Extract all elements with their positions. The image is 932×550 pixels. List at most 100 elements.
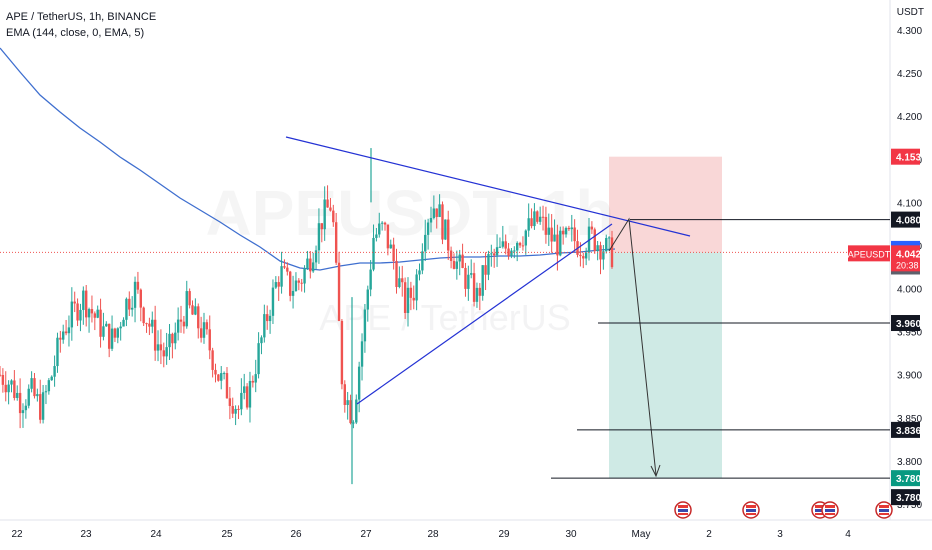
candle (30, 371, 33, 393)
candle (363, 303, 367, 353)
candle-body (263, 314, 266, 338)
candle (372, 224, 375, 272)
candle (113, 327, 117, 343)
candle (13, 370, 16, 401)
candle (156, 330, 160, 362)
candle (467, 265, 470, 301)
candle-body (366, 289, 369, 310)
candle (79, 303, 82, 332)
event-flag-icon[interactable] (875, 501, 893, 519)
indicator-title[interactable]: EMA (144, close, 0, EMA, 5) (6, 27, 145, 39)
flag-stripe (879, 513, 889, 515)
candle-body (472, 273, 476, 302)
candle-body (288, 271, 292, 296)
candle-body (197, 306, 200, 329)
candle-body (251, 380, 255, 383)
candle-body (398, 278, 401, 287)
candle-body (559, 230, 562, 256)
candle-body (16, 392, 19, 398)
candle (332, 204, 335, 227)
candle-body (47, 380, 51, 392)
candle-body (130, 307, 134, 310)
candle (36, 388, 39, 402)
candle-body (82, 290, 85, 310)
event-flag-icon[interactable] (742, 501, 760, 519)
candle-body (424, 234, 427, 252)
candle (228, 386, 232, 420)
candle-body (102, 326, 105, 337)
candle-body (357, 366, 361, 400)
candle-body (231, 405, 234, 414)
candle-body (518, 242, 522, 246)
candle-body (579, 254, 582, 257)
candle-body (297, 280, 301, 283)
event-flag-icon[interactable] (821, 501, 839, 519)
candle-body (602, 251, 605, 260)
candle (521, 236, 525, 251)
candle (484, 252, 487, 291)
candle-body (360, 341, 364, 367)
candle-body (4, 384, 7, 393)
candle (424, 219, 427, 262)
candle-body (90, 309, 94, 314)
candle-body (401, 278, 404, 283)
flag-stripe (746, 505, 756, 508)
candle-body (67, 327, 71, 334)
candle-body (320, 223, 324, 230)
candle-body (260, 337, 263, 344)
price-tick: 4.000 (897, 285, 922, 296)
candle (567, 225, 571, 231)
candle-body (530, 218, 533, 227)
candle-body (389, 244, 392, 249)
candle (547, 213, 550, 247)
candle (326, 185, 329, 208)
candle (202, 312, 206, 344)
candle-body (30, 378, 33, 389)
candle (148, 317, 151, 336)
candle (481, 265, 484, 301)
candle-body (188, 291, 191, 306)
candle (179, 305, 183, 333)
candle (429, 206, 433, 233)
candle (107, 323, 111, 358)
candle (159, 329, 163, 365)
price-label-text: 3.780 (896, 474, 921, 485)
candle (444, 219, 447, 240)
candle (240, 378, 243, 416)
flag-stripe (678, 513, 688, 515)
candle-body (257, 343, 260, 375)
candle-body (510, 250, 513, 256)
candle (518, 241, 522, 248)
price-label-line (891, 489, 920, 506)
flag-stripe (879, 505, 889, 508)
candle-body (87, 309, 91, 318)
candle (300, 278, 303, 292)
candle (7, 380, 10, 405)
candle (426, 218, 430, 250)
price-label-text: 4.042 (896, 249, 921, 260)
candle (0, 366, 2, 377)
candle (470, 259, 473, 279)
candle (53, 355, 56, 387)
candle (352, 420, 355, 429)
candle-body (484, 265, 487, 275)
candle (596, 241, 599, 261)
candle (280, 251, 283, 294)
candle (59, 330, 62, 353)
candle (188, 288, 191, 309)
time-tick: 27 (360, 529, 372, 540)
symbol-title[interactable]: APE / TetherUS, 1h, BINANCE (6, 11, 157, 23)
candle (277, 276, 280, 301)
candle-body (93, 313, 97, 318)
candle (334, 212, 338, 265)
candle-body (211, 350, 214, 370)
candle-body (136, 281, 140, 290)
event-flag-icon[interactable] (674, 501, 692, 519)
time-tick: 25 (221, 529, 233, 540)
price-tick: 3.950 (897, 328, 922, 339)
current-symbol-tag (848, 245, 890, 262)
candle (4, 371, 7, 402)
price-tick: 4.200 (897, 112, 922, 123)
candle (412, 285, 415, 310)
